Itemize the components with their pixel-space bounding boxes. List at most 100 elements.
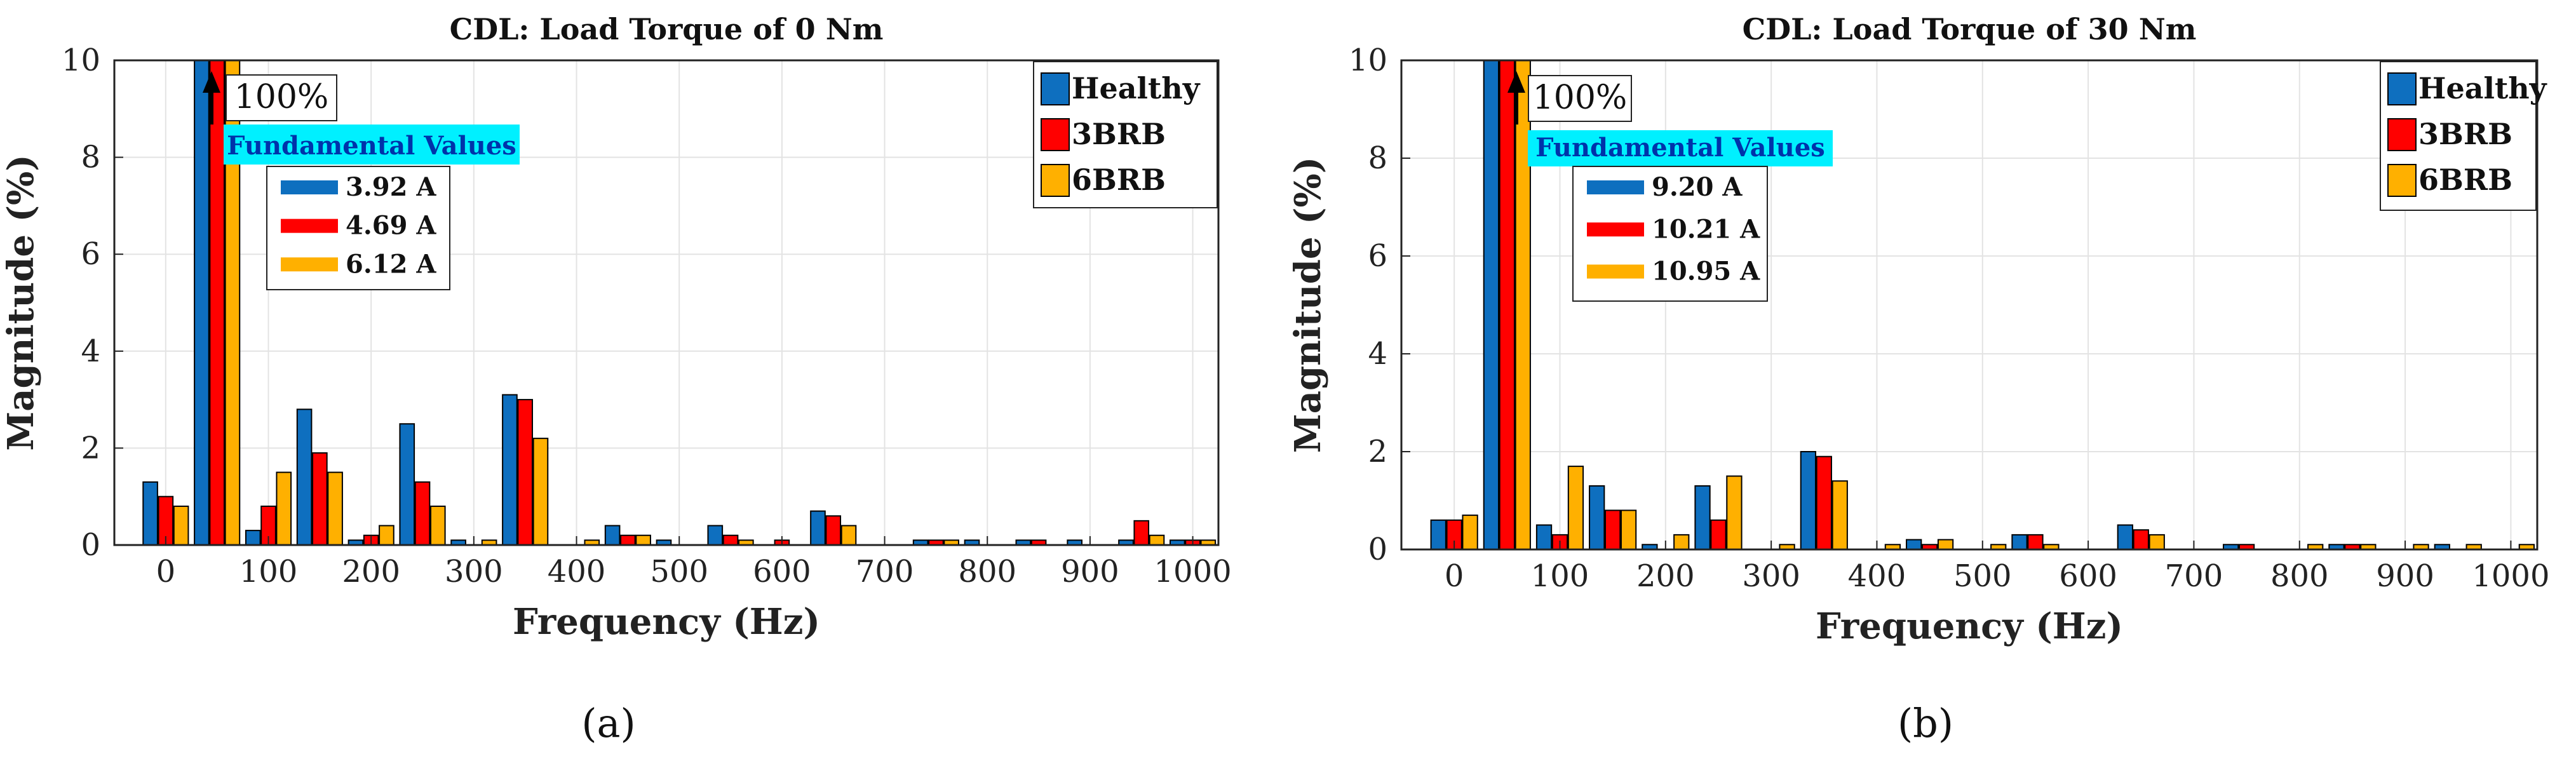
x-tick-label: 700: [856, 554, 914, 589]
fundamental-swatch: [1587, 222, 1644, 237]
bar-healthy: [604, 525, 621, 546]
y-tick-label: 2: [1368, 434, 1387, 469]
bar-6brb: [1726, 475, 1743, 550]
bar-healthy: [810, 510, 826, 546]
bar-healthy: [399, 423, 415, 546]
bar-6brb: [173, 505, 189, 546]
bar-healthy: [296, 408, 313, 546]
y-tick-label: 8: [1368, 140, 1387, 176]
y-axis-label: Magnitude (%): [1287, 157, 1329, 453]
panel-label: (a): [581, 700, 635, 746]
bar-healthy: [1535, 524, 1553, 550]
plot-frame: [1400, 59, 2539, 551]
x-tick-label: 900: [1061, 554, 1119, 589]
chart-title: CDL: Load Torque of 30 Nm: [1743, 12, 2197, 46]
x-tick-label: 100: [1531, 558, 1589, 594]
bar-6brb: [1149, 534, 1165, 546]
bar-3brb: [1499, 60, 1515, 550]
chart-title: CDL: Load Torque of 0 Nm: [450, 12, 884, 46]
bar-6brb: [429, 505, 446, 546]
legend-swatch-healthy: [2387, 72, 2417, 105]
fundamental-value: 6.12 A: [346, 249, 436, 279]
bar-6brb: [1937, 539, 1954, 550]
fundamental-value: 3.92 A: [346, 172, 436, 202]
bar-6brb: [379, 525, 394, 546]
legend-label-healthy: Healthy: [2418, 71, 2547, 105]
legend-swatch-6brb: [2387, 164, 2417, 197]
bar-healthy: [1800, 451, 1816, 550]
x-tick-label: 400: [1848, 558, 1906, 594]
x-tick-label: 200: [1636, 558, 1695, 594]
bar-3brb: [312, 452, 328, 546]
x-tick-label: 300: [445, 554, 503, 589]
y-tick-label: 4: [1368, 336, 1387, 372]
plot-frame: [113, 59, 1220, 546]
legend-label-3brb: 3BRB: [1072, 117, 1166, 151]
legend-label-healthy: Healthy: [1072, 71, 1201, 105]
legend-swatch-3brb: [1041, 118, 1070, 151]
x-tick-label: 200: [342, 554, 400, 589]
fundamental-value: 9.20 A: [1652, 172, 1743, 202]
x-tick-label: 800: [2270, 558, 2329, 594]
y-tick-label: 0: [81, 527, 100, 563]
y-axis-label: Magnitude (%): [0, 154, 42, 450]
bar-healthy: [1694, 485, 1711, 551]
bar-healthy: [1589, 485, 1605, 551]
bar-6brb: [840, 525, 857, 546]
x-tick-label: 500: [650, 554, 708, 589]
legend-label-6brb: 6BRB: [2418, 163, 2512, 197]
y-tick-label: 0: [1368, 532, 1387, 567]
up-arrow-icon: [1507, 71, 1525, 93]
y-tick-label: 6: [81, 236, 100, 272]
bar-3brb: [414, 481, 431, 546]
bar-healthy: [1430, 519, 1446, 550]
x-tick-label: 500: [1953, 558, 2012, 594]
y-tick-label: 10: [1349, 43, 1387, 78]
bar-6brb: [327, 471, 343, 546]
chart-panel-a: 0 100 200 300 400 500 600 700 800 900 1000 0 2 4 6 8 10 C…: [0, 12, 1232, 746]
bar-6brb: [1567, 466, 1584, 550]
fundamental-value: 10.95 A: [1652, 257, 1760, 286]
y-tick-label: 6: [1368, 238, 1387, 274]
x-tick-label: 100: [239, 554, 298, 589]
x-tick-label: 600: [2059, 558, 2117, 594]
legend-swatch-healthy: [1041, 72, 1070, 105]
x-axis-label: Frequency (Hz): [513, 601, 820, 643]
y-tick-label: 4: [81, 333, 100, 369]
y-tick-label: 10: [62, 43, 100, 78]
bar-healthy: [707, 525, 724, 546]
up-arrow-icon: [203, 71, 220, 93]
bar-3brb: [1816, 455, 1832, 551]
bar-3brb: [1133, 520, 1150, 546]
bar-healthy: [142, 481, 158, 546]
bar-3brb: [1605, 509, 1621, 551]
bar-healthy: [1483, 60, 1500, 550]
x-tick-label: 300: [1742, 558, 1800, 594]
bar-3brb: [209, 60, 225, 546]
fundamental-swatch: [281, 257, 338, 272]
fundamental-value: 10.21 A: [1652, 214, 1760, 244]
y-tick-label: 8: [81, 140, 100, 175]
callout-box: [226, 74, 337, 121]
x-tick-label: 400: [548, 554, 606, 589]
panel-label: (b): [1898, 700, 1953, 746]
bar-6brb: [532, 438, 549, 546]
legend: Healthy 3BRB 6BRB: [2380, 61, 2547, 211]
bar-6brb: [1620, 509, 1637, 551]
bar-healthy: [194, 60, 210, 546]
fundamental-title-box: [1528, 130, 1833, 166]
callout-box: [1528, 75, 1632, 122]
x-tick-label: 800: [958, 554, 1016, 589]
y-tick-label: 2: [81, 430, 100, 466]
callout-text: 100%: [1533, 79, 1628, 117]
x-tick-label: 1000: [2472, 558, 2549, 594]
fundamental-title-box: [224, 125, 520, 165]
fundamental-title: Fundamental Values: [227, 131, 516, 161]
legend-label-6brb: 6BRB: [1072, 163, 1166, 197]
legend-swatch-3brb: [2387, 118, 2417, 151]
chart-panel-b: 0 100 200 300 400 500 600 700 800 900 1000 0 2 4 6 8 10 C…: [1287, 12, 2549, 746]
bar-3brb: [825, 515, 842, 546]
bar-6brb: [2148, 534, 2165, 551]
x-axis-label: Frequency (Hz): [1816, 605, 2123, 647]
